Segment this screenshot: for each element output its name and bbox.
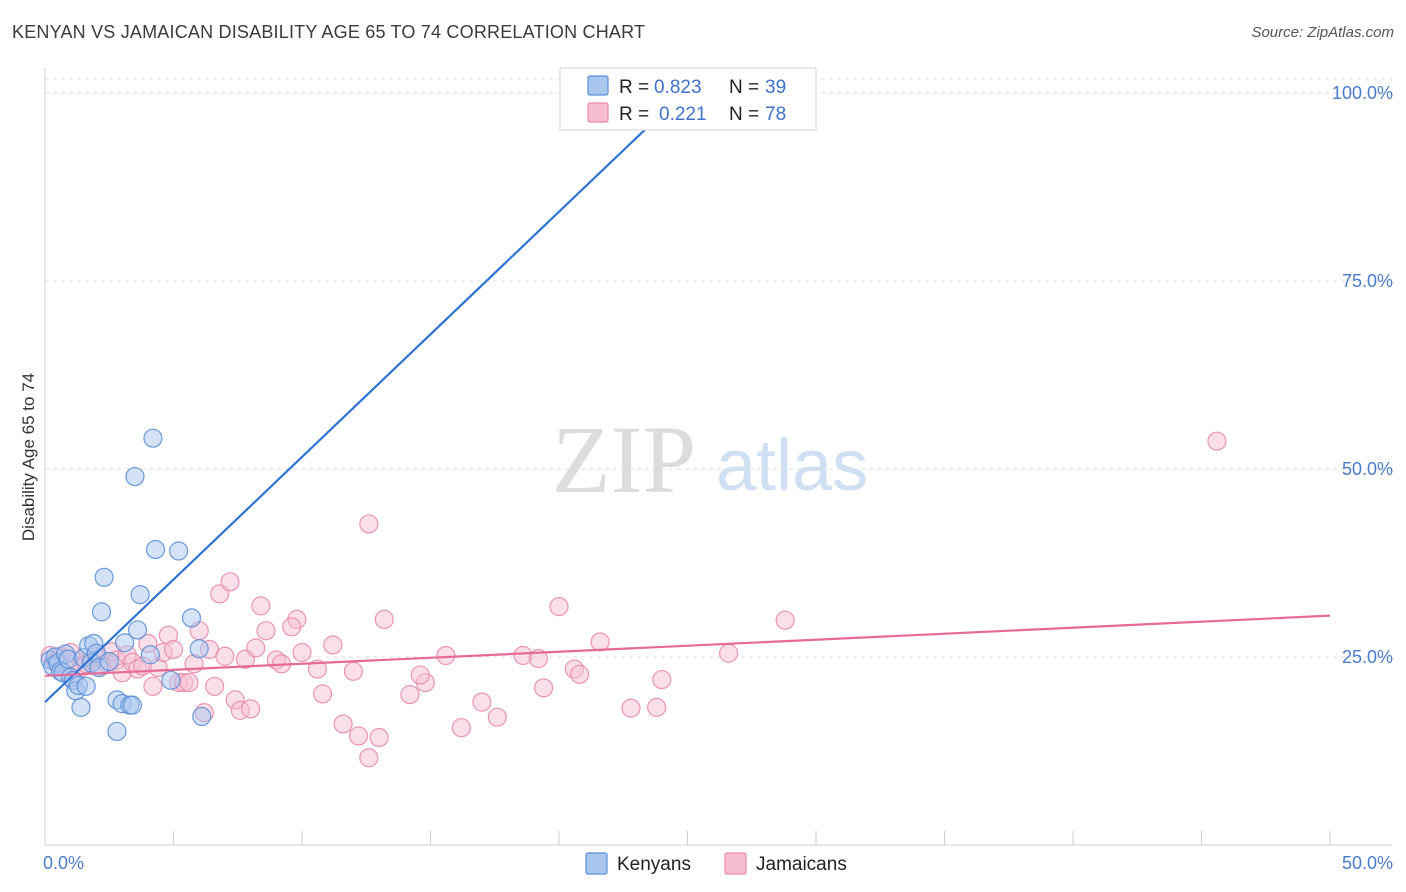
axes <box>44 68 1392 846</box>
kenyan-point <box>189 639 209 659</box>
jamaican-point <box>652 669 672 690</box>
jamaican-point <box>143 676 163 696</box>
kenyan-point <box>125 466 145 487</box>
kenyan-point <box>145 539 166 560</box>
x-tick-label-min: 0.0% <box>43 853 84 873</box>
legend-swatch-jamaicans <box>587 102 609 123</box>
x-tick-labels: 0.0% 50.0% <box>43 853 1393 873</box>
y-tick-label: 50.0% <box>1342 459 1393 479</box>
jamaican-point <box>775 610 795 630</box>
kenyan-point <box>115 633 135 653</box>
kenyan-point <box>94 567 114 587</box>
kenyan-point <box>169 541 189 561</box>
jamaican-point <box>312 684 333 704</box>
legend-r-value-jamaicans: 0.221 <box>659 104 707 125</box>
series-legend-label-jamaicans: Jamaicans <box>756 854 847 875</box>
jamaican-point <box>513 645 533 666</box>
jamaican-point <box>451 718 471 738</box>
y-tick-label: 75.0% <box>1342 271 1393 291</box>
legend-r-label-jamaicans: R = <box>619 104 649 125</box>
y-tick-label: 100.0% <box>1332 83 1393 103</box>
jamaican-point <box>533 678 554 698</box>
kenyan-point <box>91 602 112 622</box>
x-tick-label-max: 50.0% <box>1342 853 1393 873</box>
kenyan-point <box>161 670 181 690</box>
jamaican-point <box>436 645 456 666</box>
zipatlas-watermark: ZIP atlas <box>552 406 868 513</box>
series-legend-swatch-kenyans <box>585 852 608 875</box>
series-legend-label-kenyans: Kenyans <box>617 854 691 875</box>
jamaican-point <box>292 642 312 663</box>
legend-swatch-kenyans <box>587 75 609 96</box>
jamaican-point <box>549 597 569 617</box>
correlation-legend: R = 0.823 N = 39 R = 0.221 N = 78 <box>559 67 817 131</box>
jamaican-point <box>163 639 184 660</box>
jamaican-point <box>410 665 430 685</box>
source-credit: Source: ZipAtlas.com <box>1251 24 1394 41</box>
jamaican-point <box>323 635 343 655</box>
series-legend: Kenyans Jamaicans <box>585 852 847 875</box>
trend-lines <box>44 80 1331 703</box>
jamaican-point <box>359 514 379 534</box>
jamaican-point <box>487 707 507 727</box>
kenyan-point <box>99 651 119 672</box>
y-tick-label: 25.0% <box>1342 647 1393 667</box>
kenyan-point <box>130 584 150 605</box>
watermark-zip: ZIP <box>552 406 696 513</box>
jamaican-point <box>472 692 492 712</box>
legend-n-value-jamaicans: 78 <box>765 104 786 125</box>
watermark-atlas: atlas <box>716 426 868 506</box>
grid-lines <box>45 78 1392 658</box>
kenyan-point <box>140 645 160 665</box>
jamaican-point <box>590 632 610 652</box>
jamaican-point <box>1207 431 1227 451</box>
legend-n-label-jamaicans: N = <box>729 104 759 125</box>
jamaican-point <box>647 697 667 717</box>
legend-n-value-kenyans: 39 <box>765 77 786 98</box>
y-axis-label: Disability Age 65 to 74 <box>19 373 38 541</box>
legend-r-value-kenyans: 0.823 <box>654 77 702 98</box>
jamaican-point <box>621 698 641 718</box>
jamaican-point <box>400 685 420 705</box>
legend-r-label-kenyans: R = <box>619 77 649 98</box>
kenyan-point <box>192 706 212 727</box>
jamaican-point <box>241 699 261 719</box>
kenyan-point <box>122 695 142 715</box>
jamaican-point <box>307 659 328 679</box>
jamaican-point <box>205 676 225 696</box>
jamaican-point <box>282 617 302 637</box>
jamaican-point <box>569 664 590 684</box>
jamaican-point <box>256 621 276 641</box>
kenyan-point <box>76 676 96 696</box>
legend-n-label-kenyans: N = <box>729 77 759 98</box>
jamaican-point <box>359 748 379 768</box>
jamaican-point <box>369 727 389 748</box>
jamaican-point <box>374 609 394 630</box>
kenyan-point <box>143 428 163 448</box>
jamaican-point <box>343 661 363 681</box>
jamaican-point <box>719 643 739 663</box>
kenyan-points <box>40 428 212 742</box>
kenyan-point <box>127 620 148 640</box>
jamaican-point <box>215 646 235 666</box>
kenyan-point <box>107 721 127 742</box>
jamaican-point <box>251 596 271 616</box>
chart-title: KENYAN VS JAMAICAN DISABILITY AGE 65 TO … <box>12 22 646 42</box>
kenyan-point <box>181 608 202 628</box>
jamaican-point <box>246 638 266 658</box>
jamaican-point <box>179 672 199 693</box>
series-legend-swatch-jamaicans <box>724 852 747 875</box>
jamaican-point <box>220 572 240 592</box>
y-tick-labels: 25.0% 50.0% 75.0% 100.0% <box>1332 83 1393 667</box>
jamaican-point <box>348 726 369 746</box>
jamaican-trend-line <box>44 614 1331 677</box>
kenyan-trend-line <box>44 80 696 703</box>
kenyan-point <box>71 697 91 717</box>
jamaican-point <box>333 714 353 734</box>
